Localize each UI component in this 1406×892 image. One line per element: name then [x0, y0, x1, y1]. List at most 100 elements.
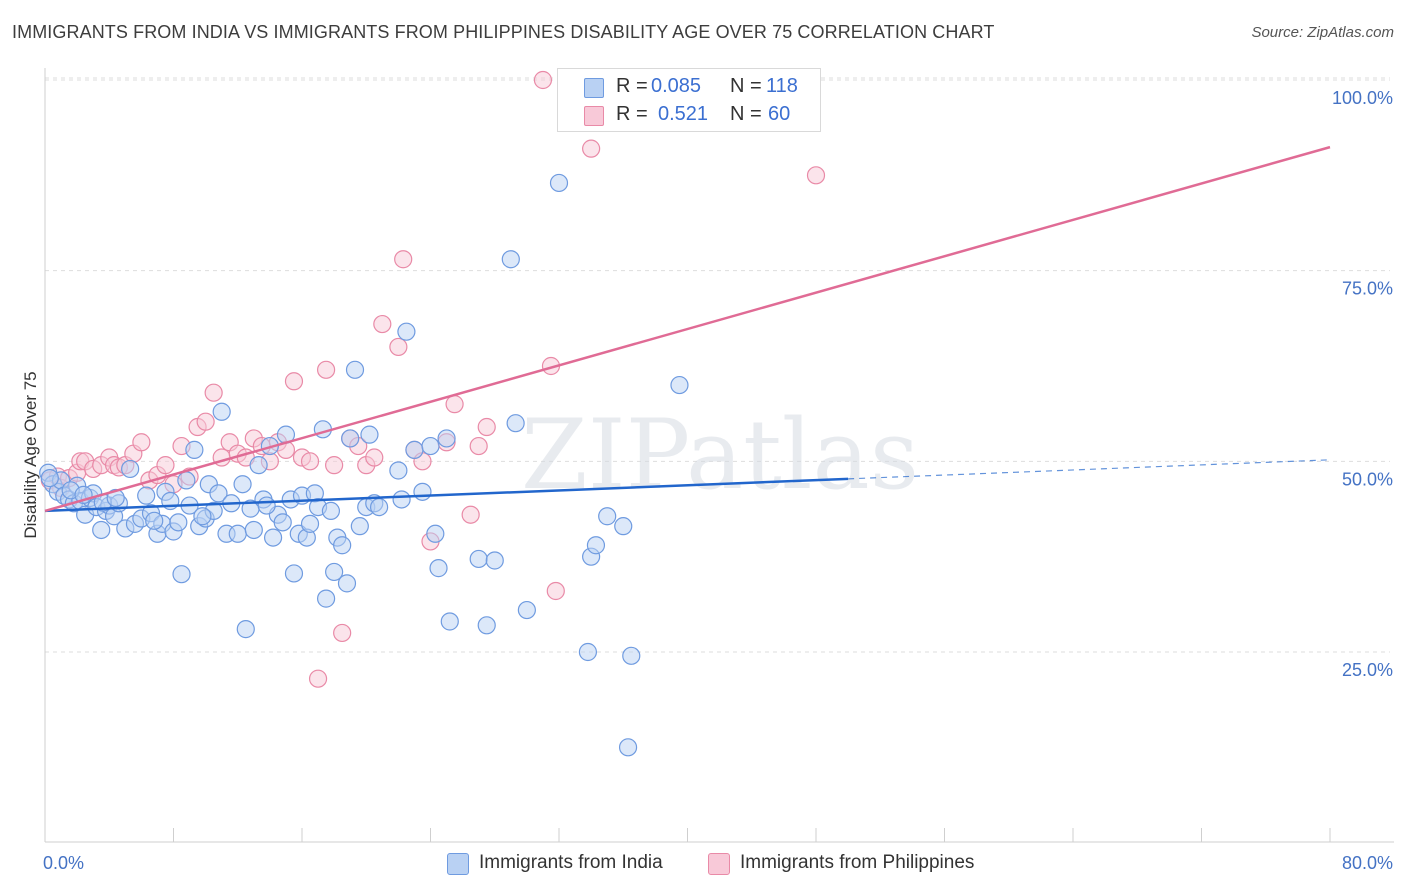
india-point: [370, 497, 389, 517]
philippines-swatch: [584, 106, 604, 126]
philippines-point: [284, 372, 304, 391]
india-legend-swatch: [447, 853, 469, 875]
india-point: [485, 551, 504, 570]
philippines-point: [806, 166, 826, 185]
india-n-value: 118: [766, 75, 798, 97]
india-point: [325, 562, 344, 582]
india-point: [598, 507, 617, 526]
india-point: [212, 402, 231, 421]
india-point: [413, 482, 432, 501]
x-tick-label-max: 80.0%: [1342, 853, 1393, 873]
philippines-point: [546, 581, 565, 601]
india-point: [236, 620, 255, 639]
india-legend-label: Immigrants from India: [479, 852, 663, 873]
india-point: [345, 360, 365, 379]
watermark: ZIPatlas: [521, 399, 919, 511]
india-point: [614, 517, 633, 536]
philippines-point: [373, 314, 392, 334]
india-trend-extension: [848, 459, 1331, 480]
philippines-n-key: N =: [730, 103, 762, 125]
india-point: [549, 173, 569, 193]
india-point: [300, 514, 320, 533]
philippines-point: [300, 452, 320, 471]
india-point: [284, 564, 304, 583]
india-point: [177, 471, 196, 490]
axes: [44, 68, 1394, 843]
philippines-point: [132, 433, 151, 452]
india-point: [501, 250, 520, 269]
india-points: [39, 70, 753, 757]
y-tick-label: 75.0%: [1342, 279, 1393, 299]
philippines-n-value: 60: [768, 103, 791, 125]
india-point: [337, 574, 357, 593]
india-point: [360, 425, 379, 444]
philippines-point: [204, 383, 223, 402]
india-point: [137, 486, 156, 505]
india-point: [121, 459, 140, 479]
philippines-point: [333, 623, 352, 643]
philippines-point: [325, 456, 344, 475]
india-point: [106, 488, 125, 508]
india-r-key: R =: [616, 75, 648, 97]
correlation-legend: R = 0.085 N = 118 R = 0.521 N = 60: [557, 68, 821, 132]
philippines-point: [308, 669, 328, 688]
philippines-point: [156, 456, 175, 475]
grid-lines: [45, 77, 1390, 653]
india-point: [405, 440, 424, 459]
philippines-legend-swatch: [708, 853, 730, 875]
axis-labels: 25.0% 50.0% 75.0% 100.0% 0.0% 80.0% Disability…: [21, 88, 1393, 873]
philippines-point: [445, 395, 464, 414]
india-point: [193, 507, 212, 526]
india-point: [426, 524, 445, 543]
india-point: [40, 469, 59, 488]
philippines-point: [196, 412, 215, 431]
india-point: [333, 536, 352, 555]
india-point: [517, 600, 536, 620]
philippines-point: [533, 70, 553, 90]
philippines-points: [40, 70, 826, 688]
india-point: [578, 642, 598, 662]
india-point: [437, 429, 456, 448]
y-axis-title: Disability Age Over 75: [21, 371, 40, 538]
india-point: [392, 490, 411, 509]
y-tick-label: 100.0%: [1332, 88, 1393, 108]
y-tick-label: 25.0%: [1342, 660, 1393, 680]
philippines-point: [389, 337, 408, 357]
philippines-r-key: R =: [616, 103, 648, 125]
philippines-trend-line: [44, 145, 1331, 513]
india-point: [506, 414, 525, 433]
india-point: [169, 513, 188, 532]
philippines-point: [394, 250, 413, 269]
india-trend-line: [44, 477, 849, 513]
philippines-point: [316, 360, 336, 379]
india-point: [185, 440, 204, 459]
philippines-r-value: 0.521: [658, 103, 709, 125]
india-point: [244, 520, 263, 540]
india-point: [257, 496, 276, 515]
philippines-legend-label: Immigrants from Philippines: [740, 852, 975, 873]
india-point: [350, 517, 369, 536]
x-tick-label-min: 0.0%: [43, 853, 84, 873]
philippines-point: [582, 139, 601, 158]
philippines-point: [365, 448, 384, 467]
india-point: [389, 461, 408, 480]
india-point: [469, 549, 488, 569]
india-point: [92, 520, 111, 540]
india-r-value: 0.085: [651, 75, 702, 97]
india-point: [421, 436, 440, 456]
india-point: [397, 322, 416, 341]
india-point: [145, 511, 164, 530]
source-label: Source: ZipAtlas.com: [1251, 24, 1394, 41]
india-point: [228, 524, 247, 543]
india-point: [249, 456, 268, 475]
india-point: [172, 565, 191, 584]
india-point: [477, 616, 496, 635]
philippines-point: [461, 505, 480, 524]
trend-lines: [44, 145, 1331, 513]
india-point: [273, 513, 292, 532]
india-point: [209, 484, 228, 503]
philippines-point: [469, 436, 488, 456]
chart-title: IMMIGRANTS FROM INDIA VS IMMIGRANTS FROM…: [12, 22, 995, 42]
india-point: [263, 528, 283, 547]
india-point: [233, 475, 252, 494]
